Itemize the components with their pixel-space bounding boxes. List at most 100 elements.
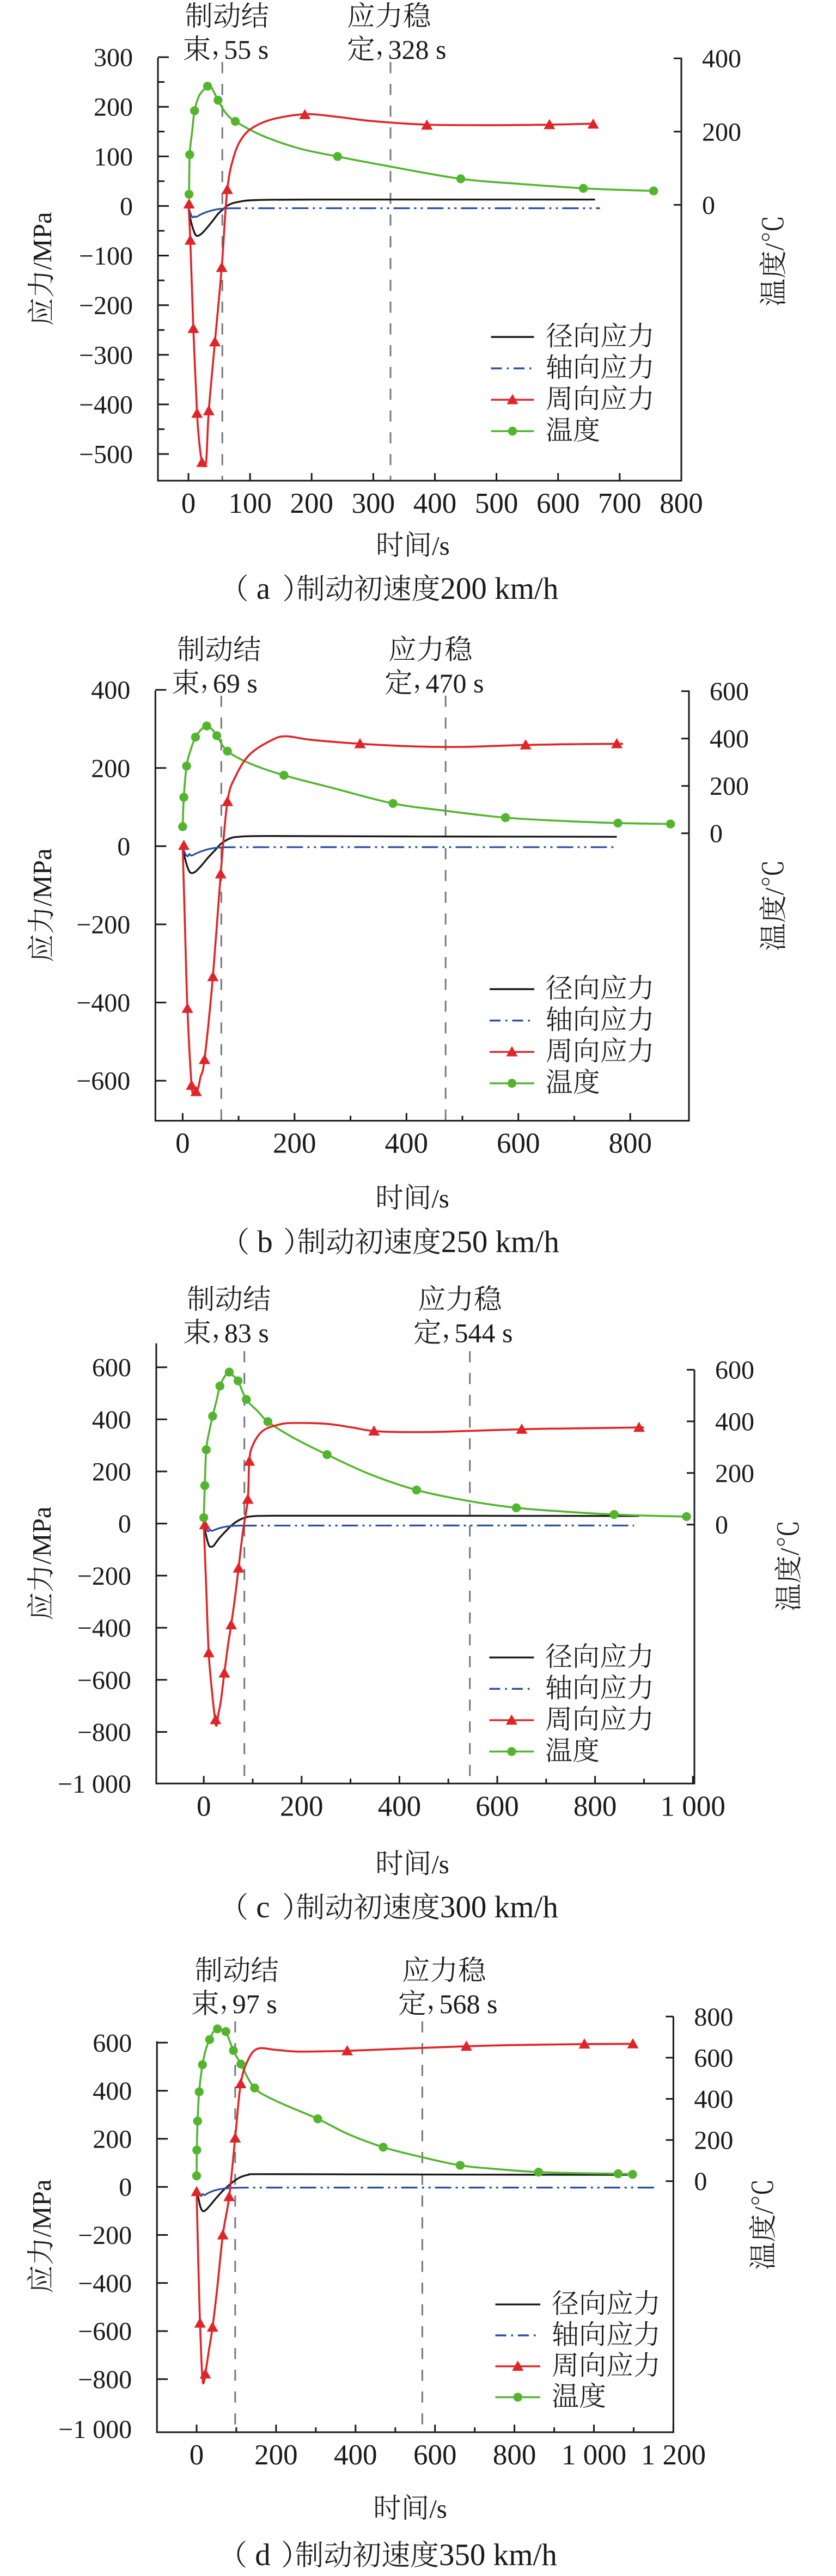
svg-text:−400: −400 xyxy=(77,1614,131,1643)
svg-text:−200: −200 xyxy=(76,911,130,940)
svg-text:200: 200 xyxy=(715,1459,754,1488)
svg-text:0: 0 xyxy=(119,2173,132,2202)
svg-text:0: 0 xyxy=(197,1790,211,1822)
svg-text:c: c xyxy=(256,1890,270,1924)
svg-text:200: 200 xyxy=(290,488,333,519)
svg-text:0: 0 xyxy=(694,2167,707,2196)
svg-text:/s: /s xyxy=(429,2494,447,2524)
svg-text:600: 600 xyxy=(413,2439,457,2471)
svg-text:/MPa: /MPa xyxy=(27,212,57,269)
svg-text:300: 300 xyxy=(94,44,133,72)
svg-text:/: / xyxy=(759,887,789,895)
svg-text:/s: /s xyxy=(431,1849,449,1879)
svg-text:800: 800 xyxy=(608,1128,652,1160)
svg-text:−200: −200 xyxy=(77,1562,131,1591)
svg-text:1 000: 1 000 xyxy=(661,1790,725,1822)
svg-text:600: 600 xyxy=(93,2029,132,2058)
svg-text:300: 300 xyxy=(352,488,395,519)
svg-text:/MPa: /MPa xyxy=(27,2179,57,2237)
svg-text:−400: −400 xyxy=(79,390,133,419)
svg-text:500: 500 xyxy=(475,488,518,519)
svg-text:−1 000: −1 000 xyxy=(58,2415,132,2444)
svg-text:−200: −200 xyxy=(79,291,133,320)
svg-text:400: 400 xyxy=(93,2077,132,2106)
svg-text:250 km/h: 250 km/h xyxy=(441,1225,559,1259)
svg-text:/: / xyxy=(749,2206,779,2214)
svg-text:544 s: 544 s xyxy=(455,1317,513,1348)
svg-text:200: 200 xyxy=(710,772,749,801)
svg-text:400: 400 xyxy=(92,1406,131,1434)
svg-text:−600: −600 xyxy=(78,2317,132,2346)
svg-text:−600: −600 xyxy=(77,1666,131,1695)
svg-text:400: 400 xyxy=(385,1128,429,1160)
svg-text:100: 100 xyxy=(94,143,133,171)
svg-text:−200: −200 xyxy=(78,2221,132,2250)
svg-text:600: 600 xyxy=(536,488,580,519)
svg-text:600: 600 xyxy=(710,677,749,706)
svg-text:d: d xyxy=(255,2538,271,2572)
svg-text:400: 400 xyxy=(715,1408,754,1437)
svg-text:0: 0 xyxy=(118,1510,131,1538)
svg-text:400: 400 xyxy=(91,676,130,705)
svg-text:0: 0 xyxy=(120,192,133,221)
svg-text:600: 600 xyxy=(715,1356,754,1385)
svg-text:−800: −800 xyxy=(78,2365,132,2394)
svg-text:350 km/h: 350 km/h xyxy=(439,2538,557,2572)
svg-text:100: 100 xyxy=(228,488,272,519)
svg-text:55 s: 55 s xyxy=(224,34,269,65)
svg-text:−600: −600 xyxy=(76,1067,130,1096)
svg-text:200: 200 xyxy=(94,93,133,122)
svg-text:0: 0 xyxy=(702,191,715,220)
svg-text:−400: −400 xyxy=(76,989,130,1017)
svg-text:200: 200 xyxy=(273,1128,316,1160)
svg-text:/s: /s xyxy=(432,531,450,561)
svg-text:200: 200 xyxy=(694,2126,733,2155)
svg-text:/: / xyxy=(774,1548,804,1555)
svg-text:700: 700 xyxy=(598,488,642,519)
svg-text:200 km/h: 200 km/h xyxy=(440,572,558,606)
svg-text:0: 0 xyxy=(190,2439,204,2471)
svg-text:83 s: 83 s xyxy=(224,1317,269,1348)
svg-text:400: 400 xyxy=(378,1790,422,1822)
svg-text:−100: −100 xyxy=(79,242,133,271)
svg-text:400: 400 xyxy=(694,2085,733,2114)
svg-text:97 s: 97 s xyxy=(233,1989,277,2019)
svg-text:−300: −300 xyxy=(79,341,133,370)
svg-text:0: 0 xyxy=(181,488,196,519)
svg-text:328 s: 328 s xyxy=(388,34,447,65)
svg-text:200: 200 xyxy=(93,2125,132,2154)
svg-text:800: 800 xyxy=(493,2439,536,2471)
svg-text:470 s: 470 s xyxy=(426,668,484,698)
svg-text:300 km/h: 300 km/h xyxy=(440,1890,558,1924)
svg-text:a: a xyxy=(257,572,270,606)
svg-text:568 s: 568 s xyxy=(440,1989,498,2019)
svg-text:600: 600 xyxy=(694,2044,733,2072)
svg-text:600: 600 xyxy=(92,1353,131,1382)
svg-text:200: 200 xyxy=(280,1790,324,1822)
svg-text:200: 200 xyxy=(254,2439,298,2471)
svg-text:400: 400 xyxy=(710,725,749,753)
svg-text:600: 600 xyxy=(475,1790,519,1822)
svg-text:0: 0 xyxy=(715,1511,728,1540)
svg-text:1 200: 1 200 xyxy=(641,2439,706,2471)
svg-text:/MPa: /MPa xyxy=(27,1506,57,1564)
svg-text:−500: −500 xyxy=(79,440,133,469)
svg-text:800: 800 xyxy=(694,2003,733,2032)
svg-text:−400: −400 xyxy=(78,2269,132,2298)
svg-text:800: 800 xyxy=(573,1790,617,1822)
svg-text:0: 0 xyxy=(175,1128,190,1160)
svg-text:−800: −800 xyxy=(77,1718,131,1747)
svg-text:0: 0 xyxy=(710,819,723,848)
svg-text:400: 400 xyxy=(702,45,741,73)
svg-text:400: 400 xyxy=(334,2439,377,2471)
svg-text:1 000: 1 000 xyxy=(562,2439,626,2471)
svg-text:200: 200 xyxy=(702,118,741,146)
svg-text:/: / xyxy=(759,243,789,250)
svg-text:400: 400 xyxy=(413,488,457,519)
svg-text:800: 800 xyxy=(660,488,703,519)
svg-text:b: b xyxy=(257,1225,273,1259)
svg-text:0: 0 xyxy=(117,832,130,861)
svg-text:600: 600 xyxy=(497,1128,540,1160)
svg-text:/s: /s xyxy=(431,1183,449,1213)
svg-text:/MPa: /MPa xyxy=(27,848,57,906)
